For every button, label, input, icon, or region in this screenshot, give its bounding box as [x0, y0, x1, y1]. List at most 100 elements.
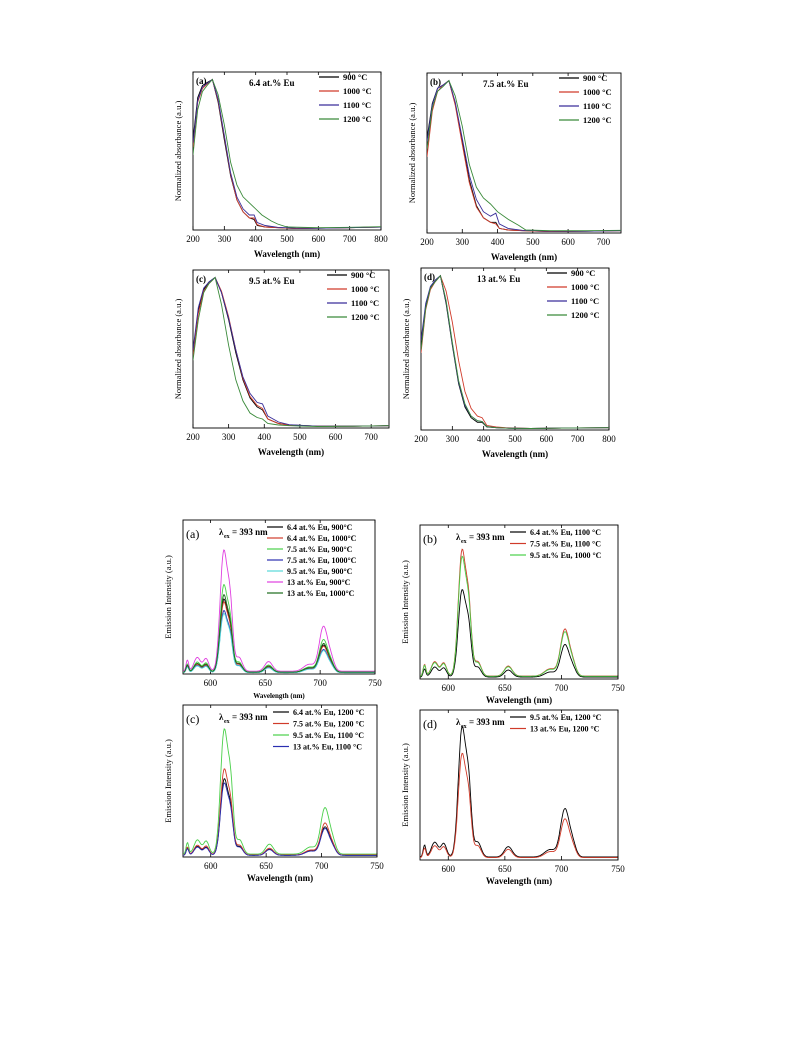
legend-label: 1000 °C [583, 87, 612, 97]
y-axis-title: Normalized absorbance (a.u.) [173, 101, 183, 202]
series-line [183, 549, 375, 672]
panel-label: (c) [186, 712, 199, 726]
x-tick-label: 200 [186, 234, 200, 244]
chart-panel-2: 200 300 400 500 600 700 Wavelength (nm) Normali… [407, 72, 622, 262]
panel-label: (d) [423, 717, 437, 731]
plot-frame [182, 519, 376, 675]
panel-label: (d) [424, 272, 435, 282]
chart-panel-6: 600 650 700 750 Wavelength (nm) Emission Inte… [400, 524, 625, 705]
series-line [193, 276, 389, 427]
y-axis-title: Normalized absorbance (a.u.) [173, 299, 183, 400]
legend-label: 1200 °C [351, 312, 380, 322]
legend-label: 7.5 at.% Eu, 1100 °C [530, 540, 601, 549]
series-line [420, 555, 618, 677]
x-tick-label: 750 [611, 864, 625, 874]
x-tick-label: 400 [491, 237, 505, 247]
excitation-value: = 393 nm [469, 717, 505, 727]
x-tick-label: 300 [218, 234, 232, 244]
legend-label: 1000 °C [351, 284, 380, 294]
x-tick-label: 600 [329, 432, 343, 442]
x-tick-label: 600 [442, 864, 456, 874]
chart-panel-1: 200 300 400 500 600 700 800 Wavelength (nm) Norm… [173, 71, 388, 259]
x-tick-label: 200 [414, 434, 428, 444]
series-line [183, 612, 375, 674]
excitation-value: = 393 nm [232, 527, 268, 537]
x-tick-label: 400 [258, 432, 272, 442]
x-tick-label: 650 [259, 861, 273, 871]
x-tick-label: 650 [259, 678, 273, 688]
x-tick-label: 700 [571, 434, 585, 444]
legend-label: 7.5 at.% Eu, 1200 °C [293, 720, 365, 729]
composition-annotation: 9.5 at.% Eu [249, 276, 295, 286]
series-line [193, 78, 381, 229]
x-tick-label: 600 [540, 434, 554, 444]
y-axis-title: Emission Intensity (a.u.) [163, 555, 173, 639]
legend-label: 1100 °C [351, 298, 379, 308]
legend-label: 9.5 at.% Eu, 1100 °C [293, 731, 364, 740]
x-tick-label: 750 [368, 678, 382, 688]
legend-label: 7.5 at.% Eu, 900°C [287, 545, 353, 554]
x-tick-label: 600 [442, 683, 456, 693]
x-axis-title: Wavelength (nm) [486, 695, 552, 705]
legend-label: 1100 °C [583, 101, 611, 111]
x-axis-title: Wavelength (nm) [258, 447, 324, 457]
x-axis-title: Wavelength (nm) [486, 876, 552, 886]
panel-label: (a) [196, 76, 207, 86]
x-tick-label: 600 [312, 234, 326, 244]
legend-label: 900 °C [571, 268, 595, 278]
x-tick-label: 600 [204, 678, 218, 688]
x-tick-label: 700 [555, 864, 569, 874]
legend-label: 13 at.% Eu, 900°C [287, 578, 351, 587]
legend-label: 6.4 at.% Eu, 1000°C [287, 534, 357, 543]
series-line [193, 78, 381, 229]
y-axis-title: Emission Intensity (a.u.) [163, 739, 173, 823]
panel-label: (b) [430, 77, 441, 87]
legend-label: 13 at.% Eu, 1000°C [287, 589, 355, 598]
x-tick-label: 300 [456, 237, 470, 247]
legend-label: 900 °C [583, 73, 607, 83]
chart-panel-8: 600 650 700 750 Wavelength (nm) Emission Inte… [400, 709, 625, 886]
legend-label: 1200 °C [571, 310, 600, 320]
x-axis-title: Wavelength (nm) [253, 692, 305, 700]
panel-label: (a) [186, 527, 199, 541]
legend-label: 13 at.% Eu, 1200 °C [530, 725, 600, 734]
series-line [427, 79, 621, 232]
legend-label: 900 °C [351, 270, 375, 280]
legend-label: 1000 °C [343, 86, 372, 96]
excitation-symbol: λ [219, 527, 224, 537]
x-tick-label: 500 [508, 434, 522, 444]
y-axis-title: Normalized absorbance (a.u.) [407, 103, 417, 204]
x-tick-label: 800 [374, 234, 388, 244]
x-tick-label: 750 [370, 861, 384, 871]
x-tick-label: 750 [611, 683, 625, 693]
series-line [420, 589, 618, 678]
x-tick-label: 500 [526, 237, 540, 247]
legend-label: 1200 °C [343, 114, 372, 124]
legend-label: 1200 °C [583, 115, 612, 125]
x-tick-label: 700 [315, 861, 329, 871]
composition-annotation: 13 at.% Eu [477, 274, 520, 284]
excitation-symbol: λ [219, 712, 224, 722]
series-line [420, 752, 618, 859]
series-line [183, 778, 377, 856]
legend-label: 6.4 at.% Eu, 1200 °C [293, 708, 365, 717]
y-axis-title: Emission Intensity (a.u.) [400, 560, 410, 644]
excitation-symbol: λ [456, 532, 461, 542]
series-line [421, 274, 609, 429]
y-axis-title: Normalized absorbance (a.u.) [401, 299, 411, 400]
plot-frame [419, 524, 619, 680]
x-axis-title: Wavelength (nm) [491, 252, 557, 262]
y-axis-title: Emission Intensity (a.u.) [400, 743, 410, 827]
legend-label: 1100 °C [571, 296, 599, 306]
legend-label: 7.5 at.% Eu, 1000°C [287, 556, 357, 565]
x-tick-label: 400 [249, 234, 263, 244]
series-line [420, 725, 618, 858]
x-tick-label: 200 [420, 237, 434, 247]
x-tick-label: 600 [204, 861, 218, 871]
x-axis-title: Wavelength (nm) [482, 449, 548, 459]
x-tick-label: 200 [186, 432, 200, 442]
x-tick-label: 500 [280, 234, 294, 244]
x-tick-label: 700 [555, 683, 569, 693]
x-tick-label: 600 [561, 237, 575, 247]
